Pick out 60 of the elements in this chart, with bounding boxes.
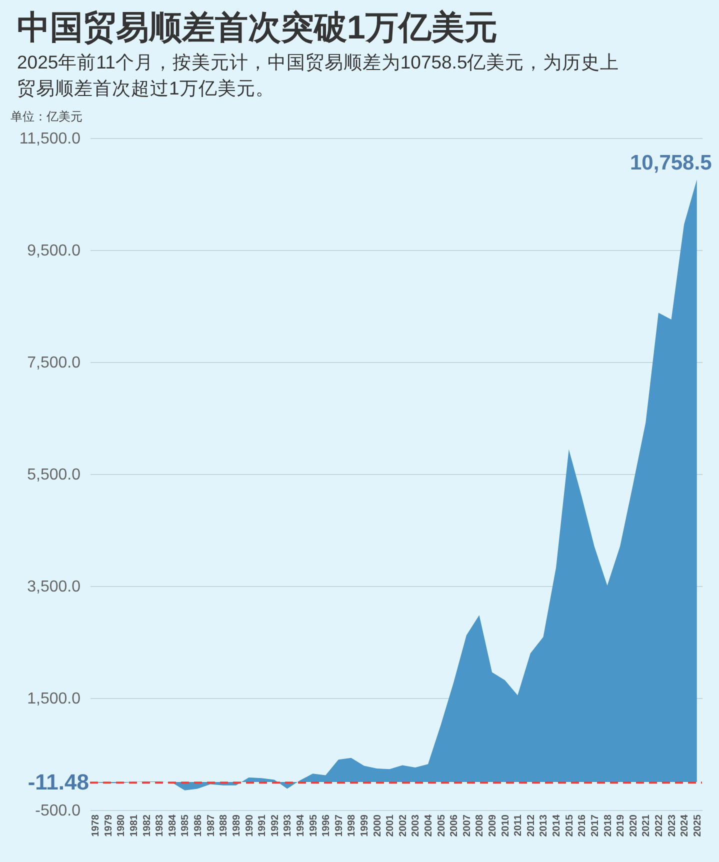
x-tick-label: 1990 bbox=[244, 814, 256, 837]
x-tick-label: 2000 bbox=[372, 814, 384, 837]
x-tick-label: 1982 bbox=[142, 814, 153, 837]
x-tick-label: 1994 bbox=[295, 814, 306, 837]
x-tick-label: 2024 bbox=[680, 814, 691, 837]
x-tick-label: 2008 bbox=[474, 814, 486, 837]
x-tick-label: 2021 bbox=[641, 814, 652, 837]
x-tick-label: 2010 bbox=[500, 814, 512, 837]
x-tick-label: 2012 bbox=[526, 814, 537, 837]
x-tick-label: 1998 bbox=[346, 814, 358, 837]
x-tick-label: 2016 bbox=[577, 814, 588, 837]
x-tick-label: 2023 bbox=[666, 814, 678, 837]
x-tick-label: 1999 bbox=[359, 814, 370, 837]
y-tick-label: 9,500.0 bbox=[27, 242, 81, 260]
x-tick-label: 2022 bbox=[654, 814, 665, 837]
x-tick-label: 2009 bbox=[488, 814, 499, 837]
x-tick-label: 2007 bbox=[462, 814, 473, 837]
x-tick-label: 1978 bbox=[90, 814, 102, 837]
chart-title: 中国贸易顺差首次突破1万亿美元 bbox=[17, 8, 498, 46]
y-tick-label: 7,500.0 bbox=[27, 354, 81, 372]
x-tick-label: 2002 bbox=[398, 814, 409, 837]
x-tick-label: 1987 bbox=[206, 814, 217, 837]
x-tick-label: 2006 bbox=[449, 814, 460, 837]
x-tick-label: 1997 bbox=[334, 814, 345, 837]
x-tick-label: 1986 bbox=[193, 814, 204, 837]
x-tick-label: 1995 bbox=[308, 814, 320, 837]
x-tick-label: 2011 bbox=[513, 814, 524, 836]
ref-line-label: -11.48 bbox=[28, 770, 89, 795]
x-tick-label: 2018 bbox=[602, 814, 614, 837]
chart-subtitle: 2025年前11个月，按美元计，中国贸易顺差为10758.5亿美元，为历史上贸易顺差首次超过1万亿美元。 bbox=[17, 52, 620, 98]
x-tick-label: 2003 bbox=[410, 814, 422, 837]
x-tick-label: 1985 bbox=[180, 814, 192, 837]
x-tick-label: 2019 bbox=[616, 814, 627, 837]
x-tick-label: 2014 bbox=[552, 814, 563, 837]
x-tick-label: 1992 bbox=[270, 814, 281, 837]
x-tick-label: 1988 bbox=[218, 814, 230, 837]
x-tick-label: 1989 bbox=[231, 814, 242, 837]
x-tick-label: 2001 bbox=[385, 814, 396, 837]
data-label: 10,758.5 bbox=[630, 152, 712, 175]
x-tick-label: 1981 bbox=[129, 814, 140, 837]
x-tick-label: 1984 bbox=[167, 814, 178, 837]
x-tick-label: 2005 bbox=[436, 814, 448, 837]
y-tick-label: 1,500.0 bbox=[27, 690, 81, 708]
y-axis-title: 单位：亿美元 bbox=[10, 110, 82, 124]
x-tick-label: 1979 bbox=[103, 814, 114, 837]
x-tick-label: 2015 bbox=[564, 814, 576, 837]
y-tick-label: 11,500.0 bbox=[19, 130, 81, 148]
y-tick-label: 5,500.0 bbox=[27, 466, 81, 484]
x-tick-label: 2020 bbox=[628, 814, 640, 837]
x-tick-label: 1996 bbox=[321, 814, 332, 837]
x-tick-label: 2017 bbox=[590, 814, 601, 837]
y-tick-label: 3,500.0 bbox=[27, 578, 81, 596]
y-tick-label: -500.0 bbox=[35, 802, 81, 820]
x-tick-label: 1980 bbox=[116, 814, 128, 837]
x-tick-label: 1991 bbox=[257, 814, 268, 837]
x-tick-label: 2013 bbox=[538, 814, 550, 837]
x-tick-label: 2025 bbox=[692, 814, 704, 837]
x-tick-label: 1993 bbox=[282, 814, 294, 837]
x-tick-label: 1983 bbox=[154, 814, 166, 837]
x-tick-label: 2004 bbox=[424, 814, 435, 837]
